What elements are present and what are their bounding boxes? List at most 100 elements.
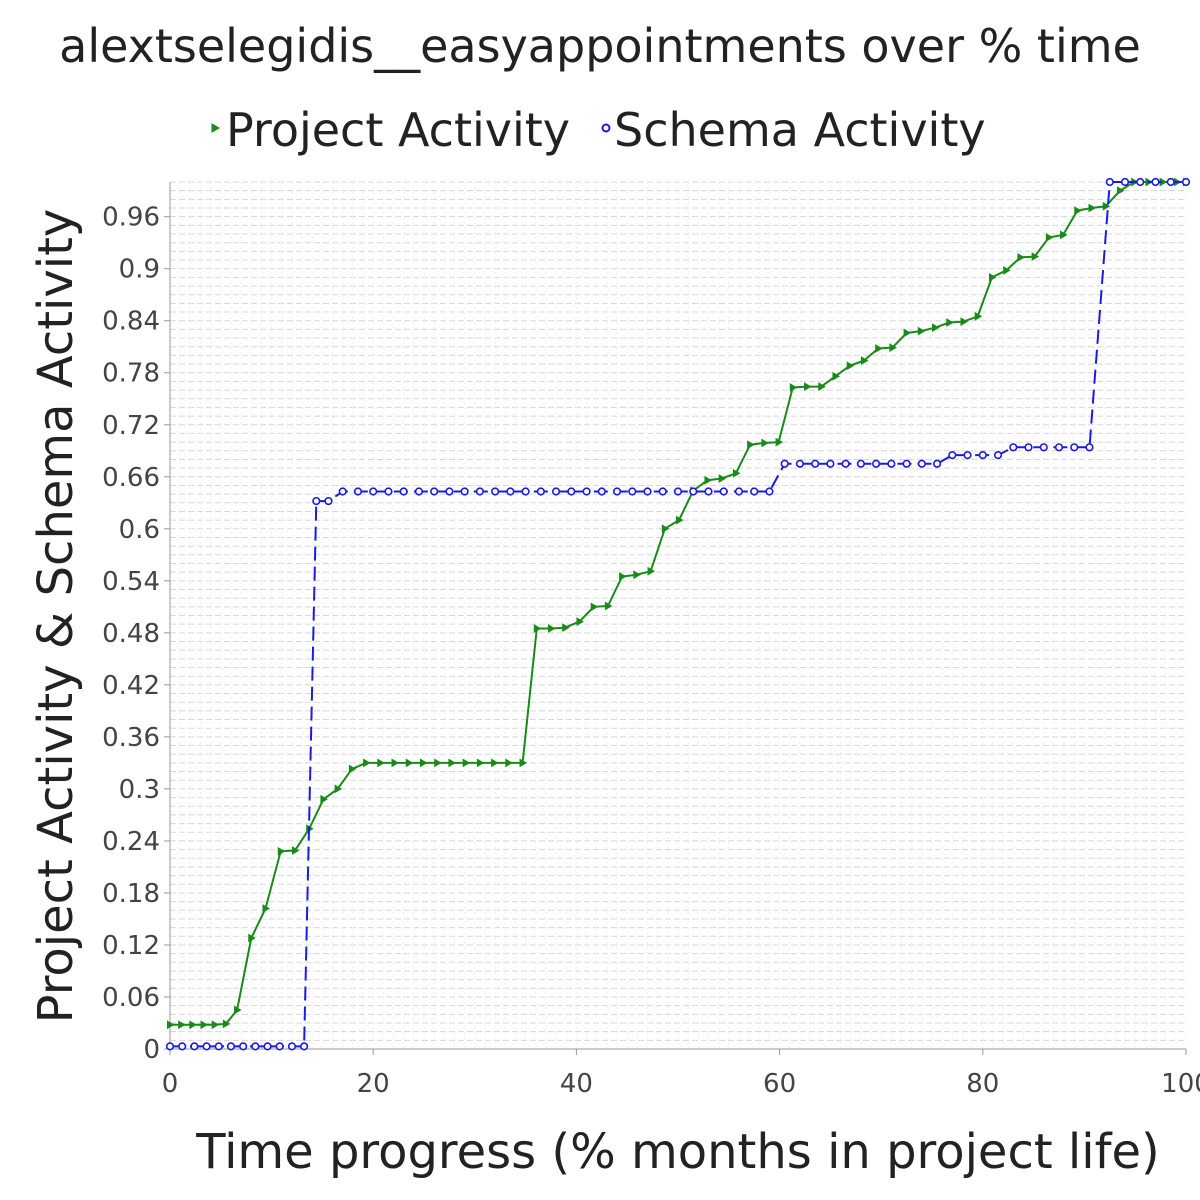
data-point-schema-activity: [460, 487, 469, 496]
data-point-schema-activity: [582, 487, 591, 496]
data-point-project-activity: [789, 383, 798, 392]
y-tick-label: 0.12: [102, 931, 160, 961]
data-point-project-activity: [974, 312, 983, 321]
data-point-project-activity: [604, 601, 613, 611]
data-point-project-activity: [860, 356, 869, 365]
data-point-schema-activity: [475, 487, 484, 496]
legend-marker-circle-icon: [601, 123, 611, 133]
data-point-project-activity: [277, 846, 286, 856]
data-point-project-activity: [167, 1020, 175, 1030]
data-point-schema-activity: [597, 487, 606, 496]
legend-item-project-activity: Project Activity: [211, 103, 570, 157]
data-point-project-activity: [747, 440, 755, 450]
y-tick-label: 0.48: [102, 619, 160, 649]
data-point-project-activity: [718, 474, 727, 483]
data-point-project-activity: [1045, 233, 1054, 242]
data-point-project-activity: [1088, 203, 1097, 213]
data-point-schema-activity: [673, 487, 683, 496]
chart-title: alextselegidis__easyappointments over % …: [59, 19, 1141, 73]
data-point-project-activity: [704, 475, 712, 485]
legend-label-schema-activity: Schema Activity: [614, 103, 986, 157]
data-point-project-activity: [647, 566, 656, 576]
data-point-project-activity: [1003, 266, 1011, 275]
data-point-schema-activity: [750, 487, 759, 496]
y-tick-label: 0.42: [102, 671, 160, 701]
legend: Project Activity Schema Activity: [211, 103, 986, 157]
x-tick-label: 80: [966, 1069, 999, 1099]
data-point-schema-activity: [353, 487, 363, 496]
data-point-project-activity: [661, 524, 670, 534]
data-point-schema-activity: [202, 1042, 211, 1051]
data-point-project-activity: [377, 758, 385, 768]
data-point-schema-activity: [226, 1042, 236, 1051]
y-tick-label: 0.06: [102, 983, 160, 1013]
data-point-schema-activity: [689, 487, 698, 496]
x-axis-ticks: 0 20 40 60 80 100: [162, 1049, 1200, 1099]
data-point-project-activity: [775, 437, 784, 447]
data-point-project-activity: [462, 758, 471, 768]
data-point-project-activity: [391, 758, 400, 768]
data-point-schema-activity: [1009, 443, 1018, 452]
data-point-schema-activity: [826, 459, 835, 468]
data-point-project-activity: [761, 438, 769, 448]
data-point-schema-activity: [300, 1042, 309, 1051]
y-tick-label: 0.3: [119, 775, 160, 805]
legend-marker-triangle-icon: [211, 123, 221, 133]
y-tick-label: 0.9: [119, 255, 160, 285]
data-point-schema-activity: [811, 459, 820, 468]
data-point-project-activity: [562, 623, 570, 633]
data-point-project-activity: [1031, 252, 1040, 261]
gridlines: [169, 181, 1187, 1050]
data-point-schema-activity: [521, 487, 530, 496]
y-tick-label: 0.96: [102, 203, 160, 233]
data-point-schema-activity: [287, 1042, 297, 1051]
y-tick-label: 0.66: [102, 463, 160, 493]
data-point-schema-activity: [1181, 177, 1191, 187]
x-axis-label: Time progress (% months in project life): [195, 1124, 1160, 1180]
data-point-project-activity: [434, 758, 442, 768]
data-point-schema-activity: [1070, 443, 1079, 452]
data-point-project-activity: [846, 361, 855, 371]
data-point-schema-activity: [239, 1042, 248, 1051]
data-point-schema-activity: [1151, 177, 1160, 187]
data-point-project-activity: [732, 468, 741, 478]
data-point-schema-activity: [165, 1042, 175, 1051]
data-point-project-activity: [590, 602, 599, 612]
data-point-schema-activity: [1085, 443, 1094, 452]
data-point-schema-activity: [1120, 177, 1130, 187]
data-point-schema-activity: [536, 487, 545, 496]
legend-label-project-activity: Project Activity: [226, 103, 570, 157]
data-point-project-activity: [1102, 201, 1111, 211]
data-point-project-activity: [875, 344, 883, 353]
data-point-project-activity: [419, 758, 428, 768]
data-point-schema-activity: [251, 1042, 260, 1051]
data-point-project-activity: [405, 758, 414, 768]
data-point-schema-activity: [369, 487, 378, 496]
y-tick-label: 0.6: [119, 515, 160, 545]
data-point-schema-activity: [887, 459, 896, 468]
data-point-project-activity: [889, 343, 897, 352]
data-point-project-activity: [211, 1020, 220, 1030]
data-point-schema-activity: [214, 1042, 223, 1051]
y-tick-label: 0.18: [102, 879, 160, 909]
data-point-project-activity: [533, 624, 542, 633]
data-point-project-activity: [1060, 230, 1068, 240]
y-tick-label: 0: [143, 1035, 160, 1065]
data-point-schema-activity: [902, 459, 911, 468]
data-point-schema-activity: [734, 487, 744, 496]
data-point-project-activity: [491, 758, 499, 768]
y-tick-label: 0.36: [102, 723, 160, 753]
y-tick-label: 0.78: [102, 359, 160, 389]
data-point-schema-activity: [963, 451, 972, 460]
data-point-schema-activity: [384, 487, 393, 496]
data-point-schema-activity: [1166, 177, 1175, 187]
data-point-project-activity: [320, 794, 328, 804]
data-point-schema-activity: [917, 459, 926, 468]
data-point-schema-activity: [275, 1042, 284, 1051]
data-point-project-activity: [818, 382, 826, 391]
data-point-project-activity: [576, 617, 584, 626]
data-point-schema-activity: [658, 487, 667, 496]
data-point-project-activity: [178, 1020, 186, 1030]
data-point-project-activity: [189, 1020, 197, 1030]
data-point-schema-activity: [430, 487, 439, 496]
